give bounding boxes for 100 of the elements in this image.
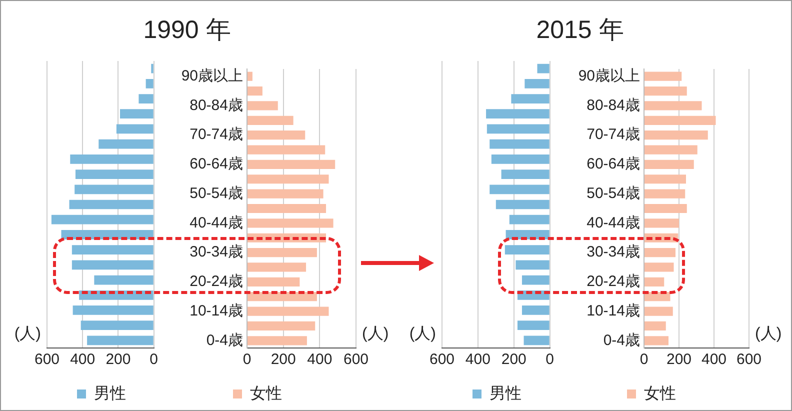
- x-tick-label: 200: [106, 351, 131, 368]
- bar: [644, 130, 708, 140]
- bar: [522, 306, 550, 315]
- bar: [248, 262, 306, 272]
- bar: [72, 245, 154, 254]
- y-tick-label: 20-24歳: [190, 273, 243, 290]
- legend-label: 男性: [94, 385, 126, 402]
- bar: [248, 116, 294, 125]
- y-tick-label: 70-74歳: [190, 126, 243, 144]
- y-tick-label: 40-44歳: [586, 214, 640, 232]
- bar: [72, 306, 154, 315]
- bar: [248, 86, 262, 96]
- x-axis-title: (人): [755, 325, 782, 342]
- y-tick-label: 20-24歳: [586, 273, 640, 290]
- x-axis-title: (人): [409, 325, 436, 342]
- bar: [486, 109, 550, 119]
- bar: [75, 170, 154, 179]
- bar: [248, 336, 307, 346]
- bar: [248, 174, 329, 184]
- bar: [72, 260, 154, 270]
- y-tick-label: 10-14歳: [190, 302, 243, 320]
- x-tick-label: 600: [429, 351, 455, 368]
- bar: [80, 320, 154, 330]
- bar: [522, 275, 550, 285]
- bar: [644, 101, 702, 110]
- bar: [248, 218, 334, 228]
- x-tick-label: 0: [546, 351, 554, 368]
- y-tick-label: 90歳以上: [181, 67, 243, 84]
- bar: [248, 160, 336, 169]
- bar: [69, 200, 154, 210]
- x-tick-label: 400: [307, 351, 332, 368]
- bar: [517, 320, 550, 330]
- bar: [70, 154, 154, 164]
- bar: [644, 262, 674, 272]
- bar: [644, 116, 716, 125]
- x-axis-title: (人): [362, 325, 389, 342]
- y-tick-label: 30-34歳: [190, 244, 243, 261]
- bar: [87, 336, 154, 346]
- x-tick-label: 0: [242, 351, 252, 368]
- bar: [490, 139, 550, 149]
- y-tick-label: 50-54歳: [586, 184, 640, 202]
- bar: [248, 321, 316, 331]
- legend-label: 女性: [644, 385, 676, 402]
- bar: [644, 306, 673, 316]
- x-tick-label: 200: [270, 351, 296, 368]
- x-tick-label: 600: [34, 351, 60, 368]
- bar: [248, 248, 317, 258]
- bar: [511, 94, 550, 104]
- bar: [644, 336, 668, 346]
- bar: [248, 145, 326, 154]
- legend-label: 男性: [490, 385, 522, 402]
- bar: [644, 174, 686, 184]
- bar: [644, 248, 676, 258]
- bar: [644, 218, 679, 228]
- x-tick-label: 200: [666, 351, 692, 368]
- bar: [116, 124, 154, 134]
- x-tick-label: 400: [701, 351, 727, 368]
- bar: [501, 170, 550, 179]
- bar: [248, 306, 329, 316]
- bar: [644, 72, 682, 81]
- chart-title: 2015 年: [535, 15, 625, 46]
- bar: [509, 214, 550, 224]
- bar: [248, 204, 326, 214]
- bar: [74, 184, 154, 194]
- bar: [486, 124, 550, 134]
- bar: [490, 184, 550, 194]
- x-tick-label: 400: [70, 351, 96, 368]
- bar: [644, 321, 666, 331]
- y-tick-label: 10-14歳: [586, 302, 640, 320]
- legend-label: 女性: [250, 385, 282, 402]
- bar: [644, 189, 686, 198]
- bar: [94, 275, 154, 285]
- y-tick-label: 60-64歳: [586, 156, 640, 173]
- y-tick-label: 70-74歳: [586, 126, 640, 144]
- bar: [248, 189, 324, 198]
- y-tick-label: 0-4歳: [206, 332, 243, 349]
- bar: [491, 154, 550, 164]
- bar: [146, 78, 154, 88]
- bar: [537, 64, 550, 74]
- y-tick-label: 50-54歳: [190, 184, 243, 202]
- y-tick-label: 0-4歳: [603, 332, 640, 349]
- bar: [496, 200, 550, 210]
- y-tick-label: 40-44歳: [190, 214, 243, 232]
- bar: [120, 109, 154, 119]
- bar: [516, 260, 550, 270]
- bar: [248, 72, 252, 81]
- bar: [524, 78, 550, 88]
- x-tick-label: 200: [501, 351, 526, 368]
- bar: [644, 277, 664, 286]
- bar: [51, 214, 154, 224]
- bar: [644, 160, 694, 169]
- y-tick-label: 80-84歳: [586, 96, 640, 114]
- x-tick-label: 0: [640, 351, 648, 368]
- bar: [248, 101, 278, 110]
- y-tick-label: 80-84歳: [190, 96, 243, 114]
- y-tick-label: 90歳以上: [578, 67, 640, 84]
- bar: [504, 245, 550, 254]
- bar: [644, 145, 698, 154]
- x-tick-label: 0: [150, 351, 158, 368]
- bar: [138, 94, 154, 104]
